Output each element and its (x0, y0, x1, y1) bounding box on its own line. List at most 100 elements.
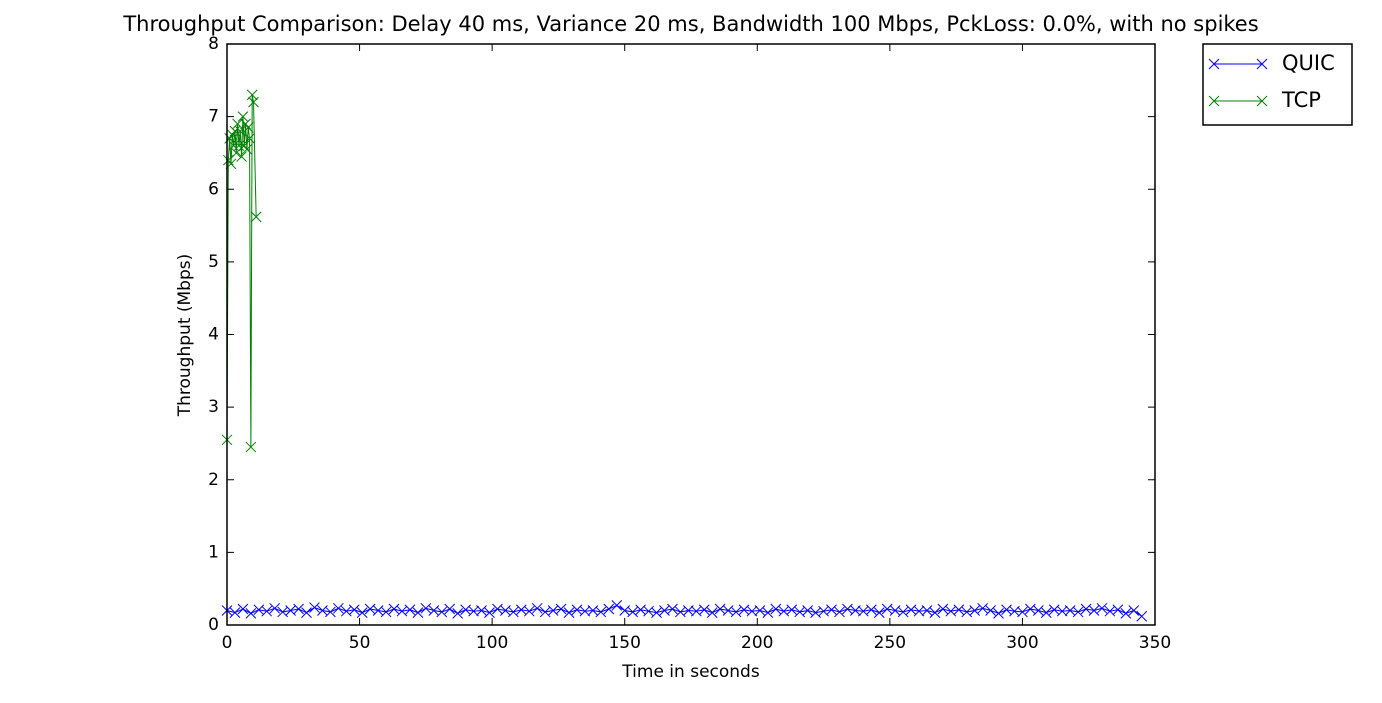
point-marker (333, 602, 344, 614)
point-marker (651, 607, 662, 619)
point-marker (269, 602, 281, 614)
point-marker (595, 606, 607, 618)
y-tick-label: 8 (208, 34, 219, 54)
point-marker (412, 607, 424, 619)
point-marker (603, 603, 615, 615)
legend-marker (1208, 95, 1268, 107)
x-tick-label: 200 (741, 633, 773, 653)
point-marker (555, 603, 567, 615)
point-marker (248, 96, 259, 108)
point-marker (1032, 605, 1044, 616)
point-marker (244, 133, 255, 144)
point-marker (508, 606, 519, 618)
point-marker (348, 604, 360, 616)
point-marker (834, 606, 845, 618)
legend-label: QUIC (1282, 51, 1335, 75)
point-marker (246, 89, 258, 101)
point-marker (953, 604, 965, 616)
point-marker (667, 603, 678, 615)
point-marker (242, 122, 254, 133)
point-marker (969, 605, 981, 616)
y-tick-label: 2 (208, 470, 219, 490)
legend-box (1202, 43, 1353, 126)
point-marker (611, 600, 623, 611)
point-marker (873, 607, 885, 619)
point-marker (325, 606, 336, 618)
point-marker (309, 602, 320, 613)
point-marker (229, 607, 241, 619)
point-marker (1040, 607, 1052, 619)
point-marker (1017, 606, 1028, 618)
point-marker (484, 607, 495, 619)
point-marker (706, 607, 718, 619)
point-marker (786, 604, 798, 616)
chart-title: Throughput Comparison: Delay 40 ms, Vari… (122, 12, 1258, 36)
point-marker (1072, 606, 1084, 618)
point-marker (452, 608, 464, 619)
point-marker (523, 605, 535, 617)
x-tick-label: 100 (476, 633, 508, 653)
x-tick-label: 250 (874, 633, 906, 653)
point-marker (921, 605, 933, 616)
point-marker (1128, 605, 1140, 616)
point-marker (1112, 604, 1124, 616)
legend: QUIC TCP (1208, 51, 1335, 112)
point-marker (754, 605, 766, 616)
plot-area (221, 89, 1148, 622)
point-marker (1120, 608, 1132, 619)
x-tick-label: 350 (1139, 633, 1171, 653)
point-marker (420, 602, 432, 614)
point-marker (236, 151, 247, 162)
point-marker (388, 603, 400, 615)
point-marker (929, 607, 941, 619)
y-tick-label: 3 (208, 397, 219, 417)
point-marker (229, 125, 241, 137)
point-marker (531, 602, 543, 614)
point-marker (476, 605, 487, 616)
point-marker (977, 602, 989, 614)
x-axis-label: Time in seconds (621, 662, 760, 682)
point-marker (865, 604, 877, 616)
x-tick-label: 0 (222, 633, 233, 653)
point-marker (1136, 610, 1148, 622)
point-marker (237, 111, 249, 122)
legend-label: TCP (1281, 88, 1321, 112)
point-marker (233, 140, 245, 152)
point-marker (237, 603, 249, 615)
point-marker (436, 606, 448, 618)
point-marker (563, 607, 575, 619)
point-marker (993, 608, 1004, 619)
point-marker (698, 604, 710, 616)
point-marker (627, 606, 639, 618)
x-tick-label: 150 (608, 633, 640, 653)
point-marker (356, 607, 368, 619)
point-marker (730, 606, 742, 618)
y-tick-label: 0 (208, 615, 219, 635)
point-marker (301, 607, 312, 619)
point-marker (985, 605, 996, 616)
y-tick-label: 6 (208, 179, 219, 199)
point-marker (241, 143, 253, 155)
point-marker (1088, 605, 1100, 616)
point-marker (404, 604, 416, 616)
y-tick-label: 7 (208, 107, 219, 127)
point-marker (261, 605, 273, 617)
point-marker (245, 441, 257, 453)
point-marker (1096, 602, 1108, 614)
y-axis-label: Throughput (Mbps) (175, 254, 195, 418)
point-marker (250, 211, 262, 223)
point-marker (802, 605, 814, 616)
point-marker (245, 608, 257, 619)
point-marker (826, 604, 837, 616)
point-marker (897, 606, 909, 618)
point-marker (444, 603, 456, 615)
point-marker (770, 603, 782, 615)
point-marker (380, 606, 392, 618)
point-marker (228, 140, 239, 152)
point-marker (232, 118, 243, 130)
series-line (226, 604, 1143, 617)
point-marker (293, 603, 304, 615)
x-tick-label: 300 (1006, 633, 1038, 653)
